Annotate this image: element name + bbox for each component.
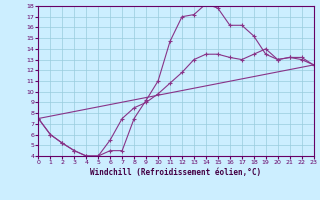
X-axis label: Windchill (Refroidissement éolien,°C): Windchill (Refroidissement éolien,°C): [91, 168, 261, 177]
